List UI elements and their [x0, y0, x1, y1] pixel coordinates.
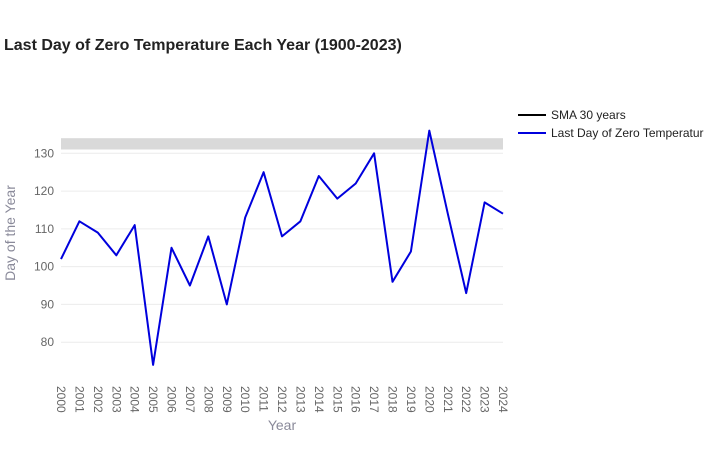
- x-tick-label: 2022: [459, 386, 473, 413]
- x-tick-label: 2000: [54, 386, 68, 413]
- y-axis-title: Day of the Year: [2, 185, 18, 281]
- y-tick-label: 80: [41, 335, 55, 349]
- legend: SMA 30 years Last Day of Zero Temperature: [518, 108, 704, 140]
- x-tick-label: 2023: [478, 386, 492, 413]
- x-tick-label: 2017: [367, 386, 381, 413]
- x-tick-label: 2015: [330, 386, 344, 413]
- x-tick-label: 2005: [146, 386, 160, 413]
- y-axis: 80 90 100 110 120 130: [34, 146, 54, 349]
- x-tick-label: 2003: [109, 386, 123, 413]
- x-tick-label: 2007: [183, 386, 197, 413]
- x-tick-label: 2020: [422, 386, 436, 413]
- x-tick-label: 2004: [128, 386, 142, 413]
- y-tick-label: 110: [35, 222, 54, 236]
- x-tick-label: 2002: [91, 386, 105, 413]
- x-tick-label: 2014: [312, 386, 326, 413]
- x-tick-label: 2010: [238, 386, 252, 413]
- series-line-1: [60, 129, 504, 366]
- x-tick-label: 2016: [349, 386, 363, 413]
- grid: [61, 152, 503, 343]
- x-tick-label: 2001: [72, 386, 86, 413]
- x-tick-label: 2006: [165, 386, 179, 413]
- x-tick-label: 2012: [275, 386, 289, 413]
- x-tick-label: 2024: [496, 386, 510, 413]
- x-tick-label: 2021: [441, 386, 455, 413]
- x-tick-label: 2019: [404, 386, 418, 413]
- legend-item-label: Last Day of Zero Temperature: [551, 126, 704, 140]
- y-tick-label: 100: [34, 260, 54, 274]
- y-tick-label: 130: [34, 146, 54, 160]
- x-axis-title: Year: [268, 417, 297, 433]
- sma-band: [61, 138, 503, 150]
- y-tick-label: 120: [34, 184, 54, 198]
- y-tick-label: 90: [41, 297, 55, 311]
- plot-area: [60, 129, 504, 366]
- legend-item-label: SMA 30 years: [551, 108, 626, 122]
- x-axis: 2000 2001 2002 2003 2004 2005 2006 2007 2008 2009…: [54, 386, 510, 413]
- sma-band-rect: [61, 138, 503, 150]
- x-tick-label: 2011: [257, 386, 271, 412]
- x-tick-label: 2018: [386, 386, 400, 413]
- x-tick-label: 2013: [293, 386, 307, 413]
- chart-title: Last Day of Zero Temperature Each Year (…: [4, 37, 402, 54]
- x-tick-label: 2009: [220, 386, 234, 413]
- x-tick-label: 2008: [201, 386, 215, 413]
